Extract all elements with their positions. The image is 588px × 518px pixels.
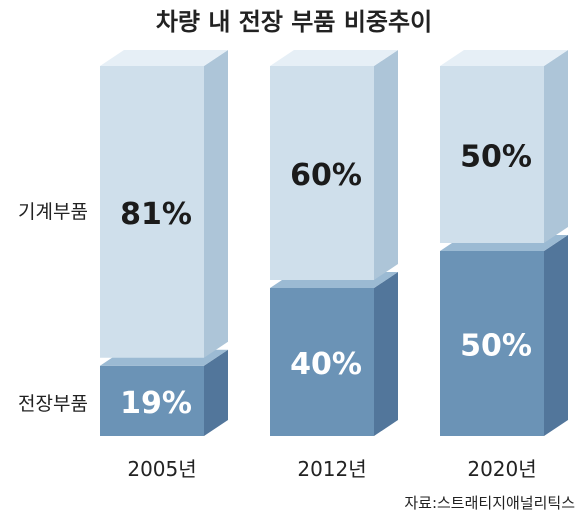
- source-note: 자료:스트래티지애널리틱스: [404, 494, 575, 512]
- x-tick-label: 2012년: [297, 457, 366, 481]
- bar-mechanical-top: [270, 50, 398, 66]
- bar-electrical-side: [374, 272, 398, 436]
- bar-electrical-side: [204, 349, 228, 436]
- bar-electrical-side: [544, 235, 568, 436]
- value-label-mechanical: 81%: [120, 197, 192, 232]
- chart-title: 차량 내 전장 부품 비중추이: [156, 8, 432, 36]
- bar-electrical-front: [100, 365, 204, 436]
- bar-mechanical-top: [100, 50, 228, 66]
- bar-mechanical-side: [544, 50, 568, 243]
- x-tick-label: 2005년: [127, 457, 196, 481]
- bar-mechanical-front: [100, 66, 204, 358]
- x-tick-label: 2020년: [467, 457, 536, 481]
- bar-electrical-front: [270, 288, 374, 436]
- bar-mechanical-side: [374, 50, 398, 280]
- legend-mechanical: 기계부품: [18, 201, 88, 223]
- value-label-electrical: 40%: [290, 347, 362, 382]
- bar-mechanical-top: [440, 50, 568, 66]
- value-label-mechanical: 50%: [460, 140, 532, 175]
- bar-mechanical-front: [270, 66, 374, 280]
- bar-electrical-front: [440, 251, 544, 436]
- value-label-electrical: 19%: [120, 386, 192, 421]
- bar-mechanical-front: [440, 66, 544, 243]
- value-label-electrical: 50%: [460, 329, 532, 364]
- legend-electrical: 전장부품: [18, 393, 88, 415]
- bars-layer: 19% 81% 2005년 40% 60% 2012년 50% 50% 2020년: [100, 50, 568, 481]
- bar-mechanical-side: [204, 50, 228, 358]
- value-label-mechanical: 60%: [290, 158, 362, 193]
